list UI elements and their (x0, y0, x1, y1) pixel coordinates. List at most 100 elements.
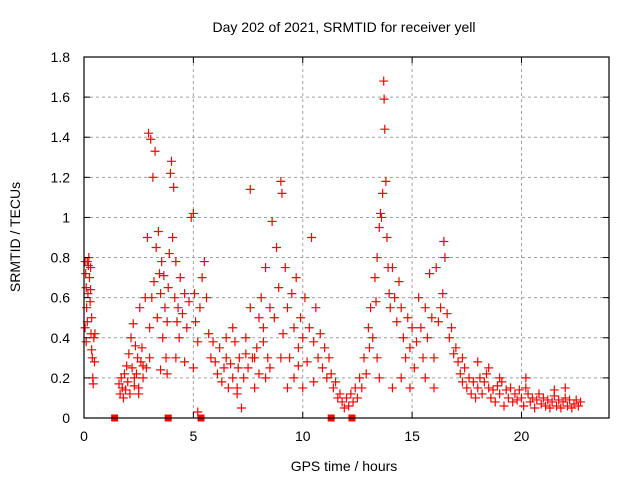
data-point (466, 389, 476, 399)
data-point (326, 369, 336, 379)
data-point (517, 393, 526, 403)
data-point (239, 373, 249, 383)
data-point (495, 389, 505, 399)
data-point (144, 128, 154, 138)
data-point (193, 337, 203, 347)
data-point (81, 283, 91, 293)
data-point (488, 385, 498, 395)
grid (84, 57, 609, 418)
data-point (86, 285, 96, 295)
data-point (256, 293, 266, 303)
data-point (189, 289, 199, 299)
y-tick-label: 1 (62, 209, 70, 225)
data-point (152, 313, 162, 323)
data-point (221, 333, 231, 343)
data-point (278, 329, 288, 339)
data-point (405, 343, 415, 353)
data-point (226, 359, 236, 369)
data-point (296, 313, 306, 323)
data-point (422, 333, 432, 343)
data-point (355, 373, 365, 383)
data-point (521, 373, 531, 383)
data-point (514, 385, 524, 395)
data-point (258, 323, 268, 333)
data-point (136, 357, 146, 367)
data-point (547, 397, 557, 407)
data-point (228, 323, 238, 333)
data-point (324, 353, 334, 363)
data-point (171, 257, 181, 267)
data-point (394, 277, 404, 287)
data-point (479, 377, 489, 387)
data-point (261, 373, 271, 383)
plot-frame (83, 56, 610, 419)
data-point (438, 289, 448, 299)
data-point (272, 243, 281, 253)
data-point (210, 357, 220, 367)
x-tick-label: 10 (295, 428, 311, 444)
data-point (223, 383, 233, 393)
data-point (86, 263, 96, 273)
data-point (245, 184, 255, 194)
data-point (508, 397, 518, 407)
x-tick-label: 0 (80, 428, 88, 444)
data-point (519, 401, 529, 411)
data-point (556, 403, 566, 413)
data-point (241, 333, 251, 343)
data-point (344, 401, 354, 411)
data-point (167, 156, 176, 166)
data-point (405, 383, 415, 393)
data-point (521, 383, 531, 393)
data-point (173, 303, 183, 313)
data-point (208, 337, 218, 347)
data-point (204, 329, 214, 339)
data-point (468, 377, 478, 387)
data-point (433, 317, 443, 327)
data-point (532, 395, 542, 405)
data-point (486, 393, 496, 403)
data-point (569, 399, 579, 409)
data-point (309, 337, 319, 347)
data-point (233, 363, 243, 373)
data-point (83, 261, 93, 271)
data-point (243, 363, 253, 373)
data-point (89, 333, 99, 343)
data-point (414, 293, 424, 303)
data-point (449, 349, 459, 359)
y-tick-label: 1.4 (51, 129, 71, 145)
data-point (525, 397, 535, 407)
data-point (269, 313, 279, 323)
data-point (499, 401, 509, 411)
data-point (403, 313, 413, 323)
data-point (164, 249, 174, 259)
data-point (396, 373, 406, 383)
data-point (252, 343, 262, 353)
data-point (380, 124, 390, 134)
data-point (576, 397, 586, 407)
data-point (195, 303, 205, 313)
data-point (282, 303, 292, 313)
data-point (298, 333, 308, 343)
data-point (180, 289, 190, 299)
data-point (387, 263, 397, 273)
data-point (156, 289, 166, 299)
data-point (309, 377, 319, 387)
data-point (379, 76, 389, 86)
data-point (429, 353, 439, 363)
data-point (554, 395, 564, 405)
data-point (536, 399, 546, 409)
data-point (503, 393, 513, 403)
data-point (371, 297, 381, 307)
data-point (527, 393, 537, 403)
chart-title: Day 202 of 2021, SRMTID for receiver yel… (213, 19, 476, 35)
ticks: 0 0.2 0.4 0.6 0.8 1 1.2 1.4 1.6 1.8 0 5 10 15 20 (51, 49, 609, 444)
x-axis-label: GPS time / hours (291, 458, 398, 474)
data-point (186, 212, 196, 222)
data-point (418, 353, 428, 363)
data-point (374, 373, 384, 383)
data-point (387, 383, 397, 393)
data-point (171, 353, 181, 363)
data-point (135, 303, 145, 313)
data-point (484, 383, 494, 393)
